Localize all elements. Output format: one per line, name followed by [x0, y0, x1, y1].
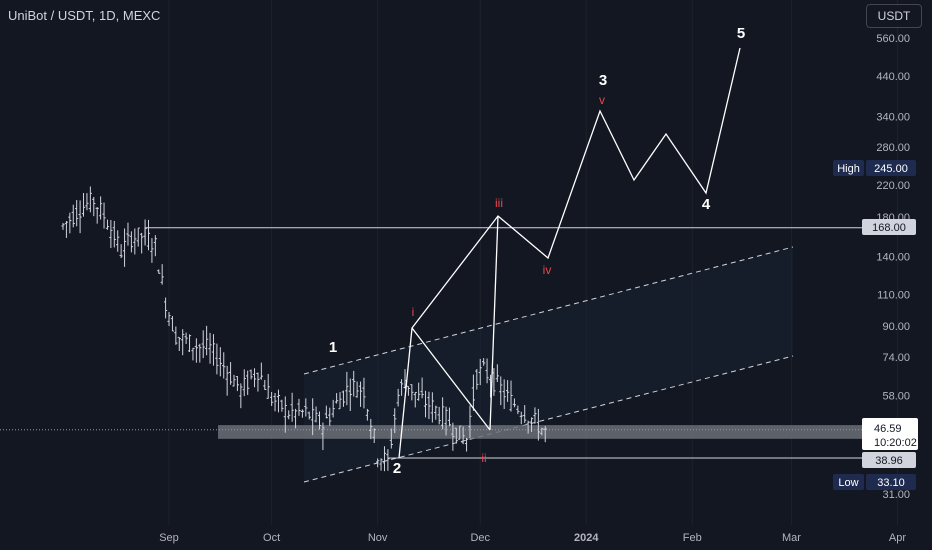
chart-title: UniBot / USDT, 1D, MEXC	[8, 8, 161, 23]
minor-wave-label: iii	[495, 196, 503, 210]
low-label-badge: Low	[838, 477, 858, 489]
primary-wave-label: 1	[329, 339, 337, 356]
high-label-badge-bg	[833, 160, 864, 176]
low-label-badge-bg	[833, 474, 864, 490]
price-badges: 245.00 High 33.10 Low 168.00 38.96 46.59 10:20:…	[833, 160, 918, 490]
level-168-badge: 168.00	[872, 222, 906, 234]
y-tick-label: 280.00	[876, 142, 910, 154]
channel-upper	[303, 246, 794, 375]
x-tick-label: Nov	[368, 532, 388, 544]
primary-wave-label: 3	[599, 72, 607, 89]
y-tick-label: 220.00	[876, 180, 910, 192]
current-price-badge-bg	[862, 418, 918, 450]
low-value-badge: 33.10	[877, 477, 905, 489]
price-bars	[61, 186, 547, 472]
x-tick-label: Apr	[889, 532, 906, 544]
x-tick-label: Mar	[782, 532, 801, 544]
minor-wave-label: v	[599, 93, 605, 107]
y-tick-label: 74.00	[882, 352, 910, 364]
y-tick-label: 140.00	[876, 251, 910, 263]
minor-wave-label: i	[412, 305, 415, 319]
minor-wave-label: iv	[543, 263, 552, 277]
low-value-badge-bg	[866, 474, 916, 490]
y-tick-label: 440.00	[876, 71, 910, 83]
horizontal-levels	[144, 227, 862, 459]
support-band-rect	[218, 425, 862, 439]
x-tick-label: Dec	[470, 532, 490, 544]
level-3896-badge-bg	[862, 452, 916, 468]
elliott-wave-paths	[398, 47, 741, 459]
price-axis[interactable]: 560.00440.00340.00280.00220.00180.00140.…	[876, 33, 910, 501]
primary-wave-label: 4	[702, 196, 711, 213]
primary-wave-label: 5	[737, 25, 745, 42]
grid-lines	[168, 0, 898, 525]
current-price-value: 46.59	[874, 423, 902, 435]
wave-ii-path	[411, 327, 491, 431]
time-axis[interactable]: Sep Oct Nov Dec 2024 Feb Mar Apr	[159, 532, 906, 544]
y-tick-label: 90.00	[882, 321, 910, 333]
wave-iii-path	[489, 215, 499, 431]
level-3896-badge: 38.96	[875, 455, 903, 467]
y-tick-label: 110.00	[877, 289, 910, 301]
y-tick-label: 560.00	[876, 33, 910, 45]
y-tick-label: 340.00	[876, 112, 910, 124]
primary-wave-label: 2	[393, 460, 401, 477]
x-tick-label: 2024	[574, 532, 599, 544]
countdown-value: 10:20:02	[874, 437, 917, 449]
minor-wave-label: ii	[481, 451, 486, 465]
wave-path	[398, 47, 741, 459]
x-tick-label: Sep	[159, 532, 179, 544]
level-168-badge-bg	[862, 219, 916, 235]
currency-button[interactable]: USDT	[866, 4, 922, 28]
x-tick-label: Oct	[263, 532, 280, 544]
ascending-channel	[303, 246, 794, 483]
high-label-badge: High	[837, 163, 860, 175]
x-tick-label: Feb	[683, 532, 702, 544]
y-tick-label: 31.00	[882, 489, 910, 501]
support-band	[0, 425, 862, 439]
channel-lower	[303, 355, 794, 483]
channel-fill	[304, 247, 793, 482]
y-tick-label: 58.00	[882, 390, 910, 402]
high-value-badge-bg	[866, 160, 916, 176]
high-value-badge: 245.00	[874, 163, 908, 175]
